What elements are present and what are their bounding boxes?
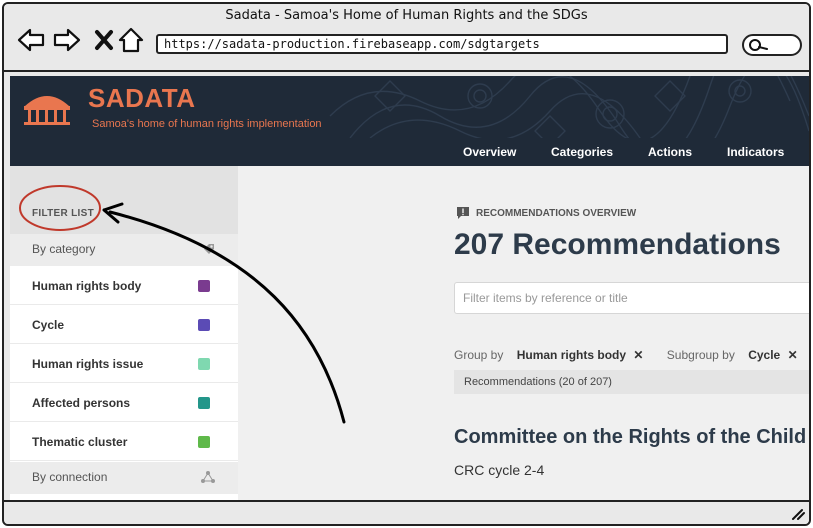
- arrow-left-icon: [17, 28, 45, 52]
- sidebar-item-label: Thematic cluster: [32, 435, 128, 449]
- search-input[interactable]: [454, 282, 809, 314]
- results-count: Recommendations (20 of 207): [454, 370, 809, 394]
- brand-name[interactable]: SADATA: [88, 83, 196, 113]
- color-swatch: [198, 397, 210, 409]
- page-viewport: SADATA Samoa's home of human rights impl…: [10, 76, 809, 500]
- sidebar-item-human-rights-body[interactable]: Human rights body: [10, 266, 238, 305]
- tapa-pattern-icon: [329, 76, 809, 138]
- group-heading: Committee on the Rights of the Child: [454, 426, 807, 448]
- stop-button[interactable]: [90, 26, 120, 54]
- close-icon: [95, 30, 113, 50]
- filter-sidebar: FILTER LIST By category Human rights bod…: [10, 166, 238, 500]
- sidebar-item-affected-persons[interactable]: Affected persons: [10, 383, 238, 422]
- color-swatch: [198, 280, 210, 292]
- nav-overview[interactable]: Overview: [463, 145, 517, 159]
- browser-search[interactable]: [742, 34, 802, 56]
- sidebar-item-thematic-cluster[interactable]: Thematic cluster: [10, 422, 238, 461]
- subgroup-by-value[interactable]: Cycle: [748, 348, 781, 362]
- brand-tagline: Samoa's home of human rights implementat…: [92, 118, 322, 130]
- remove-subgroup-icon[interactable]: ✕: [787, 348, 798, 362]
- sidebar-item-human-rights-issue[interactable]: Human rights issue: [10, 344, 238, 383]
- by-connection-header[interactable]: By connection: [10, 462, 238, 494]
- search-icon: [749, 39, 768, 51]
- overview-label: RECOMMENDATIONS OVERVIEW: [476, 208, 637, 219]
- color-swatch: [198, 319, 210, 331]
- home-button[interactable]: [116, 26, 146, 54]
- nav-categories[interactable]: Categories: [551, 145, 614, 159]
- browser-statusbar: [4, 500, 809, 524]
- remove-group-icon[interactable]: ✕: [633, 348, 644, 362]
- tag-icon: [204, 244, 214, 254]
- browser-titlebar: Sadata - Samoa's Home of Human Rights an…: [4, 4, 809, 72]
- main-content: RECOMMENDATIONS OVERVIEW 207 Recommendat…: [238, 166, 809, 500]
- fale-logo-icon: [24, 96, 70, 125]
- filter-list-title: FILTER LIST: [32, 208, 94, 219]
- sidebar-item-label: Human rights body: [32, 279, 142, 293]
- by-category-label: By category: [32, 242, 96, 256]
- back-button[interactable]: [16, 26, 46, 54]
- subgroup-by-label: Subgroup by: [666, 348, 735, 362]
- url-bar[interactable]: https://sadata-production.firebaseapp.co…: [156, 34, 728, 54]
- sidebar-item-label: Cycle: [32, 318, 65, 332]
- by-category-header[interactable]: By category: [10, 234, 238, 266]
- color-swatch: [198, 436, 210, 448]
- arrow-right-icon: [53, 28, 81, 52]
- filter-header: FILTER LIST: [10, 166, 238, 234]
- comment-alert-icon: [457, 207, 469, 219]
- sidebar-item-label: Human rights issue: [32, 357, 144, 371]
- site-header: SADATA Samoa's home of human rights impl…: [10, 76, 809, 138]
- home-icon: [118, 27, 144, 53]
- grouping-controls: Group by Human rights body ✕ Subgroup by…: [454, 348, 798, 362]
- sidebar-item-cycle[interactable]: Cycle: [10, 305, 238, 344]
- page-title: 207 Recommendations: [454, 228, 781, 261]
- sidebar-item-label: Affected persons: [32, 396, 131, 410]
- forward-button[interactable]: [52, 26, 82, 54]
- by-connection-label: By connection: [32, 470, 108, 484]
- subgroup-heading: CRC cycle 2-4: [454, 462, 545, 478]
- resize-grip-icon[interactable]: [791, 508, 805, 520]
- site-nav: Overview Categories Actions Indicators: [10, 138, 809, 166]
- color-swatch: [198, 358, 210, 370]
- nav-actions[interactable]: Actions: [648, 145, 693, 159]
- network-icon: [201, 471, 215, 483]
- nav-indicators[interactable]: Indicators: [727, 145, 785, 159]
- group-by-label: Group by: [454, 348, 504, 362]
- group-by-value[interactable]: Human rights body: [516, 348, 627, 362]
- window-title: Sadata - Samoa's Home of Human Rights an…: [225, 8, 588, 23]
